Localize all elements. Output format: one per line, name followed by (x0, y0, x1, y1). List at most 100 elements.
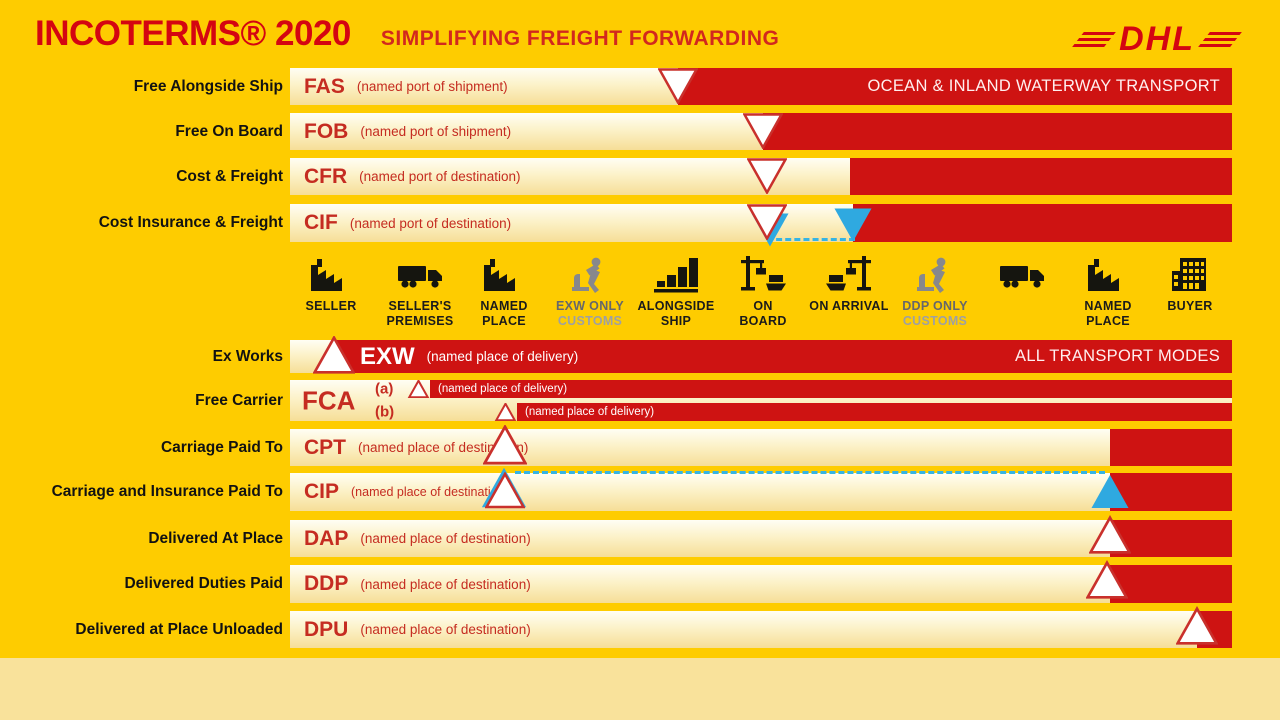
incoterm-note: (named place of delivery) (438, 383, 568, 395)
milestone-label: PLACE (1086, 314, 1130, 328)
incoterm-note: (named place of destination) (351, 485, 509, 499)
factory-icon (311, 259, 342, 291)
incoterm-note: (named port of destination) (359, 169, 521, 184)
row-cpt: Carriage Paid To CPT (named place of des… (0, 425, 1280, 466)
risk-transfer-icon (483, 425, 527, 465)
fca-option-tag: (b) (375, 403, 395, 421)
buyer-cost-segment (430, 380, 1232, 398)
incoterm-note: (named place of destination) (360, 576, 531, 592)
row-label: Cost & Freight (176, 167, 283, 185)
risk-transfer-icon (1086, 561, 1128, 599)
containers-icon (654, 258, 698, 293)
milestone-label: NAMED (1084, 299, 1132, 313)
incoterm-code: FCA (302, 385, 356, 415)
page-subtitle: SIMPLIFYING FREIGHT FORWARDING (380, 27, 780, 50)
risk-transfer-icon (495, 403, 516, 421)
incoterm-code: CIF (304, 211, 338, 234)
incoterm-code: FOB (304, 119, 349, 143)
row-label: Carriage Paid To (160, 438, 283, 456)
factory-icon (484, 259, 515, 291)
milestone-label: ALONGSIDE (637, 299, 715, 313)
fca-option-tag: (a) (375, 380, 394, 398)
milestone-label: SELLER'S (388, 299, 452, 313)
cost-bar-fas: FAS (named port of shipment) OCEAN & INL… (290, 68, 1232, 105)
milestone-label: BOARD (739, 314, 787, 328)
dhl-logo-text: DHL (1119, 20, 1195, 58)
row-exw: Ex Works EXW (named place of delivery) A… (0, 336, 1280, 374)
cost-bar-cif: CIF (named port of destination) (290, 204, 1232, 247)
row-cip: Carriage and Insurance Paid To CIP (name… (0, 467, 1280, 511)
milestone-sellers-premises: SELLER'S PREMISES (372, 254, 468, 329)
buyer-cost-segment (763, 113, 1232, 150)
cost-bar-fca: FCA (a) (named place of delivery) (b) (n… (290, 380, 1232, 421)
cost-bar-dpu: DPU (named place of destination) (290, 607, 1232, 648)
cost-bar-cpt: CPT (named place of destination) (290, 425, 1232, 466)
cost-bar-exw: EXW (named place of delivery) ALL TRANSP… (290, 336, 1232, 374)
risk-transfer-icon (313, 336, 355, 374)
buyer-building-icon (1172, 258, 1206, 291)
insurance-span-line (767, 238, 855, 241)
milestone-label: SHIP (660, 314, 692, 328)
crane-ship-icon (741, 256, 786, 291)
ship-crane-icon (826, 256, 871, 291)
buyer-cost-segment (853, 204, 1232, 242)
risk-transfer-icon (1176, 607, 1218, 645)
buyer-cost-segment (333, 340, 1232, 373)
incoterm-note: (named place of delivery) (426, 349, 579, 364)
insurance-span-line (515, 471, 1105, 474)
milestone-ddp-customs: DDP ONLY CUSTOMS (887, 254, 983, 329)
cost-bar-ddp: DDP (named place of destination) (290, 561, 1232, 603)
incoterm-code: CIP (304, 480, 340, 503)
buyer-cost-segment (678, 68, 1232, 105)
incoterm-code: DDP (304, 572, 349, 595)
row-label: Ex Works (212, 347, 283, 365)
milestone-exw-customs: EXW ONLY CUSTOMS (542, 254, 638, 329)
incoterm-note: (named port of shipment) (360, 124, 512, 139)
row-fob: Free On Board FOB (named port of shipmen… (0, 113, 1280, 150)
incoterm-code: EXW (360, 342, 415, 370)
risk-transfer-icon (485, 472, 525, 509)
dhl-logo: DHL (1072, 20, 1242, 58)
milestone-buyer: BUYER (1142, 254, 1238, 314)
milestone-label: ON ARRIVAL (809, 299, 889, 313)
incoterm-code: DAP (304, 526, 349, 550)
milestone-alongside-ship: ALONGSIDE SHIP (628, 254, 724, 329)
row-fas: Free Alongside Ship FAS (named port of s… (0, 68, 1280, 105)
incoterm-note: (named place of delivery) (525, 406, 655, 418)
page-title: INCOTERMS® 2020 (35, 14, 351, 53)
cost-bar-dap: DAP (named place of destination) (290, 516, 1232, 557)
incoterm-code: DPU (304, 617, 349, 641)
row-label: Delivered Duties Paid (124, 575, 283, 592)
milestone-label: DDP ONLY (902, 299, 968, 313)
truck-icon (1000, 266, 1044, 288)
risk-transfer-icon (658, 68, 698, 104)
row-label: Free Carrier (195, 391, 283, 409)
milestone-label: CUSTOMS (902, 314, 968, 328)
fca-sub-b: (b) (named place of delivery) (290, 403, 1232, 421)
milestone-label: NAMED (480, 299, 528, 313)
milestone-on-board: ON BOARD (715, 254, 811, 329)
incoterm-note: (named place of destination) (360, 622, 531, 637)
milestone-on-arrival: ON ARRIVAL (801, 254, 897, 314)
buyer-cost-segment (1110, 565, 1232, 603)
row-cfr: Cost & Freight CFR (named port of destin… (0, 158, 1280, 195)
milestone-carrier (974, 254, 1070, 299)
milestone-label: EXW ONLY (556, 299, 624, 313)
row-fca: Free Carrier FCA (a) (named place of del… (0, 380, 1280, 421)
row-label: Free On Board (175, 122, 283, 140)
risk-transfer-icon (747, 204, 787, 240)
milestone-label: SELLER (305, 299, 357, 313)
incoterm-code: FAS (304, 74, 345, 98)
row-label: Free Alongside Ship (133, 77, 283, 95)
milestone-named-place-2: NAMED PLACE (1060, 254, 1156, 329)
cost-bar-fob: FOB (named port of shipment) (290, 113, 1232, 150)
speed-lines-icon (1198, 31, 1242, 47)
incoterm-note: (named port of destination) (349, 215, 512, 231)
milestone-label: PREMISES (386, 314, 454, 328)
incoterm-code: CFR (304, 164, 348, 188)
risk-transfer-icon (408, 380, 429, 398)
milestone-named-place: NAMED PLACE (456, 254, 552, 329)
insurance-to-icon (1091, 475, 1129, 508)
customs-icon (917, 257, 946, 293)
